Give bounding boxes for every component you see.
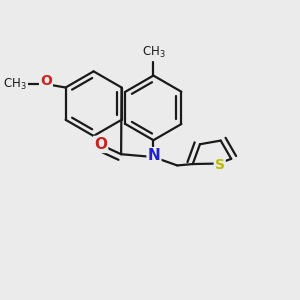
Text: methoxy: methoxy: [19, 83, 25, 85]
Text: O: O: [40, 74, 52, 88]
Text: CH$_3$: CH$_3$: [142, 45, 165, 60]
Text: O: O: [94, 137, 107, 152]
Text: S: S: [215, 158, 225, 172]
Text: CH$_3$: CH$_3$: [3, 76, 26, 92]
Text: N: N: [148, 148, 160, 163]
